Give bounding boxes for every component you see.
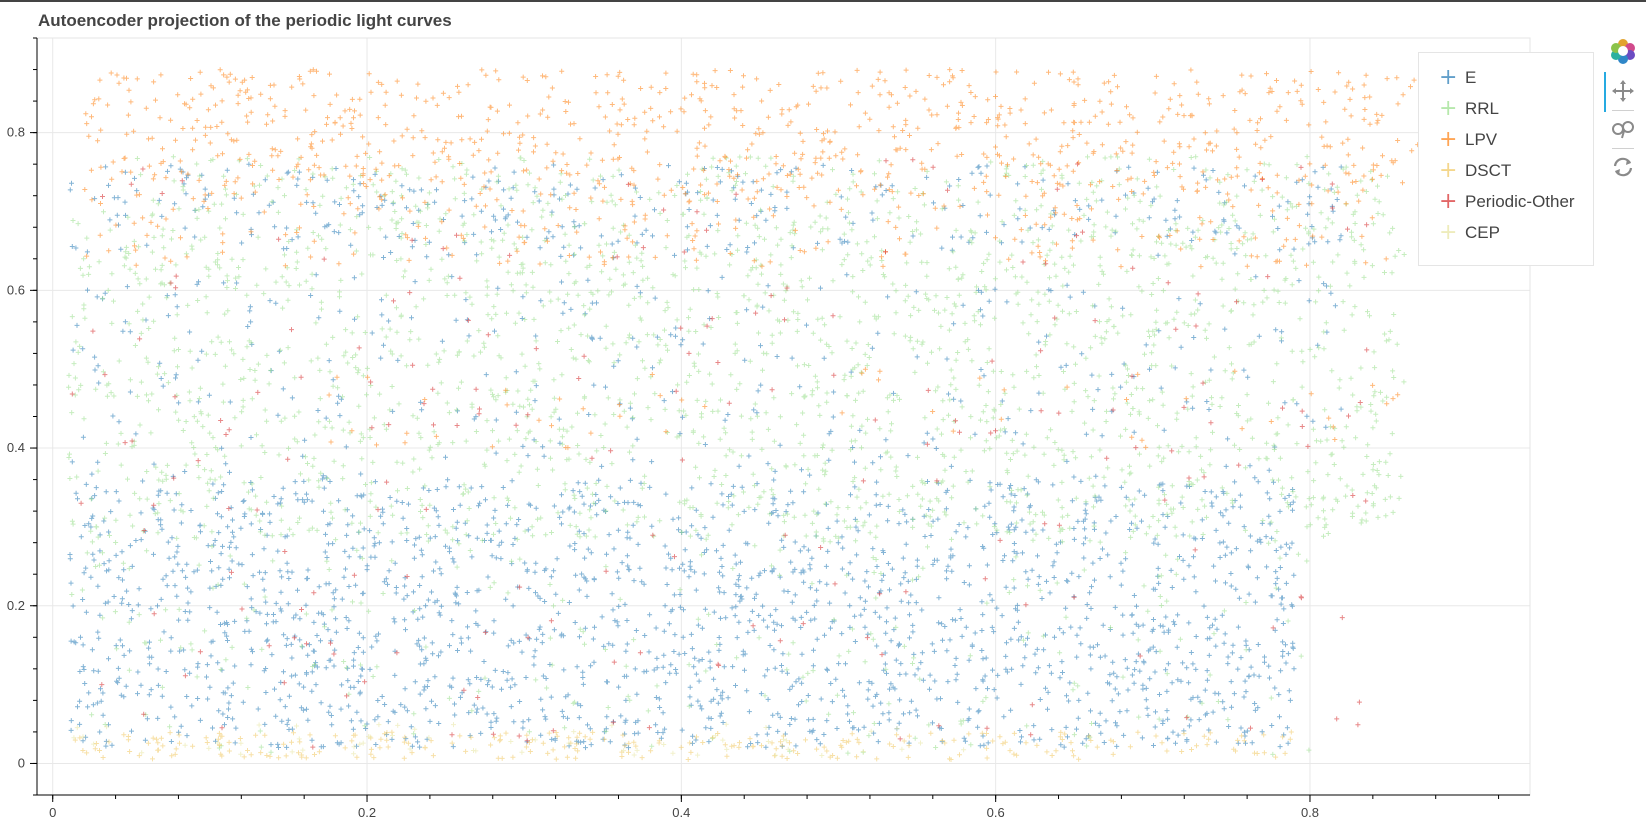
y-tick-label: 0.4 [7,440,25,455]
active-tool-indicator [1604,72,1606,112]
series-periodic-other [69,157,1370,750]
series-rrl [66,154,1407,757]
legend-marker-icon: + [1439,220,1458,245]
legend-label: CEP [1465,223,1500,242]
axes: 0 0.2 0.4 0.6 0.8 0 0.2 0.4 0.6 0.8 [7,37,1530,820]
y-tick-label: 0.6 [7,282,25,297]
reset-icon[interactable] [1608,152,1638,182]
legend-item[interactable]: + Periodic-Other [1419,189,1593,217]
series-cep [71,721,967,758]
series-e [67,161,1344,751]
series-markers [66,154,1407,757]
toolbar [1604,34,1646,204]
legend-marker-icon: + [1439,189,1458,214]
legend-label: Periodic-Other [1465,192,1575,211]
data-points [66,67,1421,762]
legend-item[interactable]: + E [1419,65,1593,93]
x-tick-label: 0.8 [1301,805,1319,820]
legend-marker-icon: + [1439,158,1458,183]
series-lpv [82,67,1421,451]
legend-label: LPV [1465,130,1498,149]
legend-label: E [1465,68,1477,87]
y-tick-label: 0.8 [7,125,25,140]
x-tick-label: 0.6 [987,805,1005,820]
x-tick-label: 0.2 [358,805,376,820]
top-border [0,0,1646,2]
series-markers [69,157,1370,750]
chart-title: Autoencoder projection of the periodic l… [38,11,452,30]
series-markers [72,729,1294,762]
y-tick-label: 0 [18,755,25,770]
pan-icon[interactable] [1608,76,1638,106]
legend-marker-icon: + [1439,96,1458,121]
legend-item[interactable]: + LPV [1419,127,1593,155]
toolbar-separator [1612,148,1634,149]
legend[interactable]: + E + RRL + LPV + DSCT + Periodic-Other + CEP [1418,52,1594,266]
series-markers [82,67,1421,451]
legend-item[interactable]: + DSCT [1419,158,1593,186]
legend-item[interactable]: + CEP [1419,220,1593,248]
series-dsct [72,729,1294,762]
legend-item[interactable]: + RRL [1419,96,1593,124]
x-tick-label: 0.4 [672,805,690,820]
series-markers [67,161,1344,751]
bokeh-logo-icon[interactable] [1608,36,1638,66]
wheel-zoom-icon[interactable] [1608,114,1638,144]
legend-label: DSCT [1465,161,1512,180]
toolbar-separator [1612,110,1634,111]
series-markers [71,721,967,758]
legend-marker-icon: + [1439,65,1458,90]
x-tick-label: 0 [49,805,56,820]
y-tick-label: 0.2 [7,598,25,613]
legend-label: RRL [1465,99,1500,118]
legend-marker-icon: + [1439,127,1458,152]
